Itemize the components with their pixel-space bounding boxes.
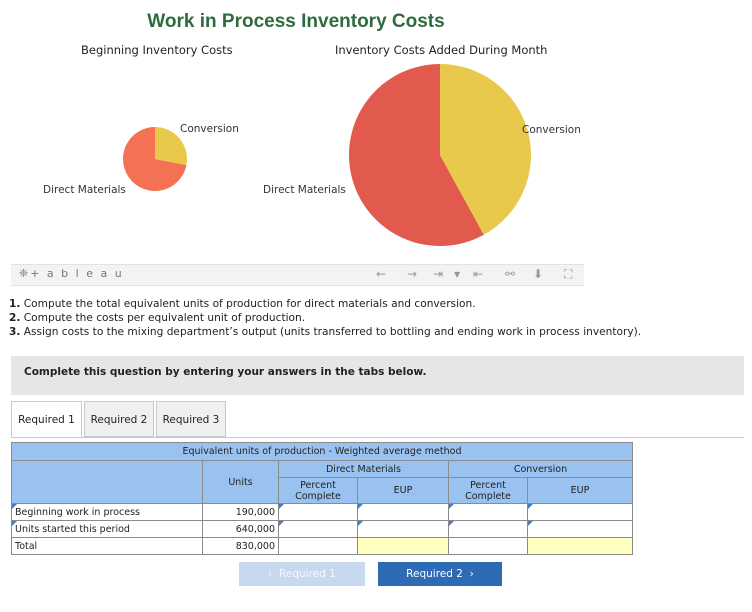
instruction-3: 3. Assign costs to the mixing department… [9,326,642,338]
dm-percent-input-beginning[interactable] [278,503,358,521]
chart-title: Work in Process Inventory Costs [147,11,445,32]
conv-percent-total-blank [448,537,528,555]
tab-required-1[interactable]: Required 1 [11,401,82,438]
next-required-button[interactable]: Required 2 › [378,562,502,586]
conv-eup-total-input[interactable] [527,537,633,555]
units-started: 640,000 [202,520,279,538]
dm-eup-input-beginning[interactable] [357,503,449,521]
header-blank [11,460,203,504]
revert-icon[interactable]: ⇥ [433,267,444,281]
chevron-left-icon: ‹ [268,568,280,580]
undo-icon[interactable]: ← [376,267,387,281]
left-dm-label: Direct Materials [43,184,126,196]
header-conv-eup: EUP [527,477,633,504]
table-title: Equivalent units of production - Weighte… [11,442,633,461]
dm-percent-input-started[interactable] [278,520,358,538]
download-icon[interactable]: ⬇ [533,267,544,281]
table-row: Beginning work in process 190,000 [11,503,633,521]
header-conversion: Conversion [448,460,633,478]
tableau-asterisk-icon: ❈ [19,267,31,280]
eup-table: Equivalent units of production - Weighte… [11,442,633,555]
pie-slice-direct-materials-beginning [123,127,187,191]
dm-eup-total-input[interactable] [357,537,449,555]
tableau-logo[interactable]: ❈+ a b l e a u [19,267,124,280]
pie-charts[interactable] [0,60,600,260]
pie-slice-direct-materials-added [349,64,484,246]
left-conversion-label: Conversion [180,123,239,135]
next-required-label: Required 2 [406,568,463,580]
tableau-toolbar: ❈+ a b l e a u ← → ⇥ ▼ ⇤ ⚯ ⬇ ⛶ [11,264,584,286]
header-dm-percent-complete: Percent Complete [278,477,358,504]
complete-question-text: Complete this question by entering your … [24,366,427,378]
units-total: 830,000 [202,537,279,555]
dropdown-icon[interactable]: ▼ [454,270,461,279]
prev-required-button[interactable]: ‹ Required 1 [239,562,365,586]
prev-required-label: Required 1 [279,568,336,580]
row-label-total: Total [11,537,203,555]
left-pie-title: Beginning Inventory Costs [81,43,233,57]
tab-required-2[interactable]: Required 2 [84,401,154,437]
instruction-2: 2. Compute the costs per equivalent unit… [9,312,306,324]
conv-percent-input-beginning[interactable] [448,503,528,521]
header-conv-percent-complete: Percent Complete [448,477,528,504]
row-label-beginning-wip: Beginning work in process [11,503,203,521]
instructions: 1. Compute the total equivalent units of… [9,297,641,339]
conv-eup-input-started[interactable] [527,520,633,538]
table-row: Units started this period 640,000 [11,520,633,538]
pie-slice-conversion-beginning [155,127,188,165]
complete-question-box [11,356,744,395]
right-pie-title: Inventory Costs Added During Month [335,43,548,57]
share-icon[interactable]: ⚯ [505,267,516,281]
table-row: Total 830,000 [11,537,633,555]
fullscreen-icon[interactable]: ⛶ [564,267,573,281]
header-dm-eup: EUP [357,477,449,504]
units-beginning-wip: 190,000 [202,503,279,521]
conv-percent-input-started[interactable] [448,520,528,538]
right-dm-label: Direct Materials [263,184,346,196]
reset-icon[interactable]: ⇤ [473,267,484,281]
tab-required-3[interactable]: Required 3 [156,401,226,437]
instruction-1: 1. Compute the total equivalent units of… [9,298,476,310]
header-units: Units [202,460,279,504]
dm-percent-total-blank [278,537,358,555]
pie-slice-conversion-added [440,64,532,235]
row-label-units-started: Units started this period [11,520,203,538]
dm-eup-input-started[interactable] [357,520,449,538]
chevron-right-icon: › [462,568,474,580]
conv-eup-input-beginning[interactable] [527,503,633,521]
redo-icon[interactable]: → [407,267,418,281]
header-direct-materials: Direct Materials [278,460,449,478]
right-conversion-label: Conversion [522,124,581,136]
tab-divider [11,437,744,438]
